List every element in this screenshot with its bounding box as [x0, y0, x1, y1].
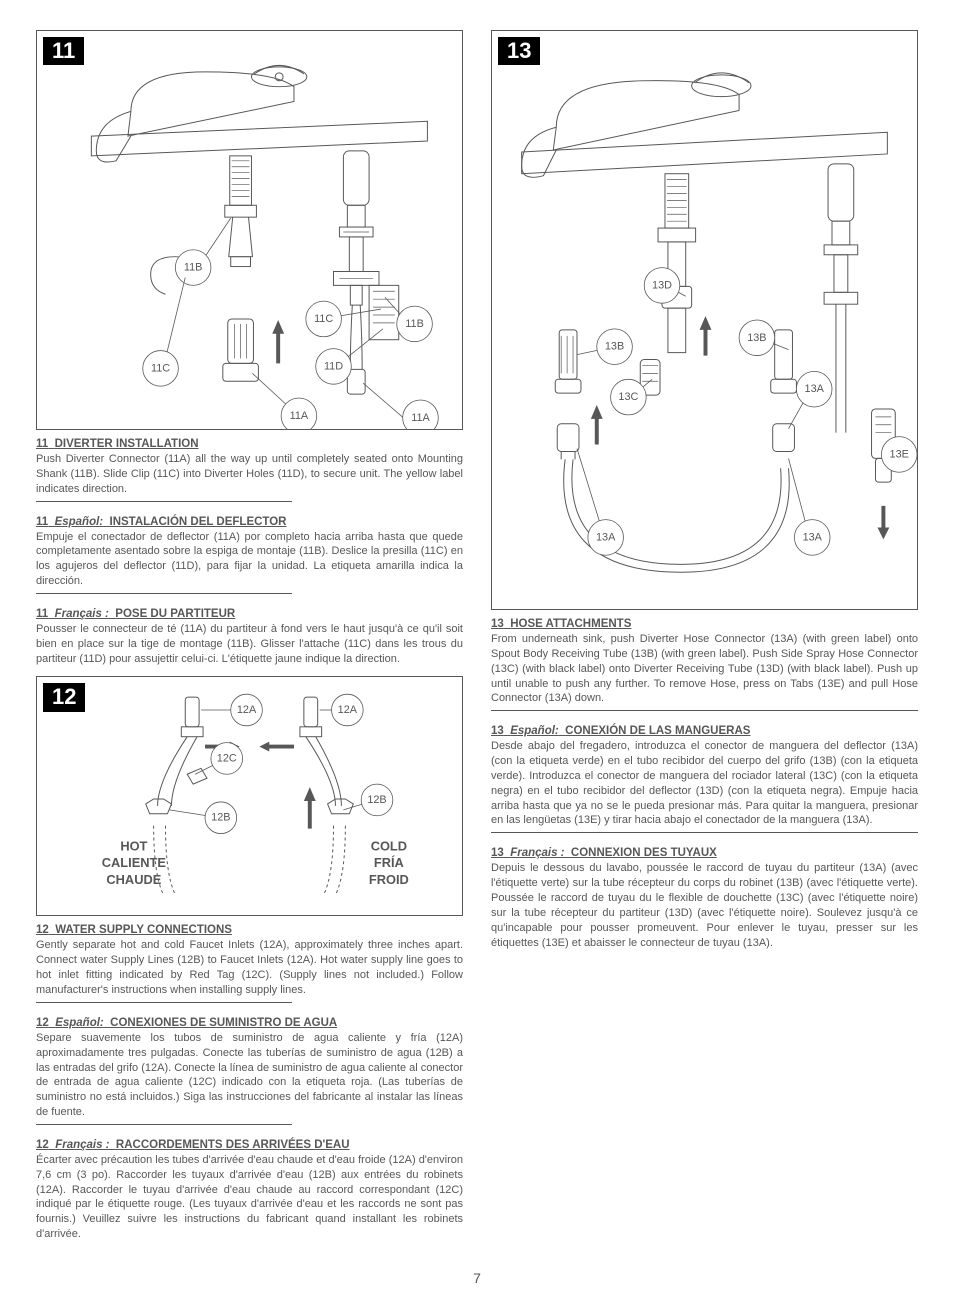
svg-text:13B: 13B — [605, 341, 624, 353]
rule — [36, 1002, 292, 1003]
step-badge-13: 13 — [498, 37, 540, 65]
figure-13-svg: 13D 13B 13B 13C 13A 13A 13A 13E — [492, 31, 917, 609]
svg-text:11A: 11A — [290, 410, 309, 422]
svg-text:11C: 11C — [151, 362, 170, 374]
step12-fr-body: Écarter avec précaution les tubes d'arri… — [36, 1153, 463, 1242]
step13-es-heading: 13 Español: CONEXIÓN DE LAS MANGUERAS — [491, 725, 918, 737]
heading-lang: Français : — [510, 847, 564, 859]
step11-es-heading: 11 Español: INSTALACIÓN DEL DEFLECTOR — [36, 516, 463, 528]
heading-num: 13 — [491, 618, 504, 630]
step13-es-body: Desde abajo del fregadero, introduzca el… — [491, 739, 918, 828]
svg-text:FROID: FROID — [369, 872, 409, 887]
heading-num: 13 — [491, 847, 504, 859]
step11-fr: 11 Français : POSE DU PARTITEUR Pousser … — [36, 608, 463, 667]
step11-fr-heading: 11 Français : POSE DU PARTITEUR — [36, 608, 463, 620]
step11-en-body: Push Diverter Connector (11A) all the wa… — [36, 452, 463, 497]
heading-num: 12 — [36, 1017, 49, 1029]
heading-title: INSTALACIÓN DEL DEFLECTOR — [110, 516, 287, 528]
rule — [36, 1124, 292, 1125]
svg-text:11B: 11B — [405, 318, 424, 330]
heading-title: CONEXIÓN DE LAS MANGUERAS — [565, 725, 750, 737]
page: 11 — [36, 30, 918, 1252]
step-badge-11: 11 — [43, 37, 84, 65]
step11-en: 11 DIVERTER INSTALLATION Push Diverter C… — [36, 438, 463, 502]
step11-es-body: Empuje el conectador de deflector (11A) … — [36, 530, 463, 589]
step12-es: 12 Español: CONEXIONES DE SUMINISTRO DE … — [36, 1017, 463, 1125]
step13-en-heading: 13 HOSE ATTACHMENTS — [491, 618, 918, 630]
heading-num: 11 — [36, 438, 48, 450]
step11-es: 11 Español: INSTALACIÓN DEL DEFLECTOR Em… — [36, 516, 463, 594]
heading-title: WATER SUPPLY CONNECTIONS — [55, 924, 232, 936]
figure-11: 11 — [36, 30, 463, 430]
step13-es: 13 Español: CONEXIÓN DE LAS MANGUERAS De… — [491, 725, 918, 833]
heading-title: CONNEXION DES TUYAUX — [571, 847, 717, 859]
rule — [36, 593, 292, 594]
heading-title: DIVERTER INSTALLATION — [55, 438, 199, 450]
step11-en-heading: 11 DIVERTER INSTALLATION — [36, 438, 463, 450]
heading-num: 11 — [36, 516, 48, 528]
heading-lang: Français : — [55, 608, 109, 620]
heading-num: 13 — [491, 725, 504, 737]
step12-en-body: Gently separate hot and cold Faucet Inle… — [36, 938, 463, 997]
heading-lang: Français : — [55, 1139, 109, 1151]
svg-text:CHAUDE: CHAUDE — [106, 872, 161, 887]
figure-13: 13 — [491, 30, 918, 610]
step13-fr-body: Depuis le dessous du lavabo, poussée le … — [491, 861, 918, 950]
step13-en-body: From underneath sink, push Diverter Hose… — [491, 632, 918, 706]
svg-text:COLD: COLD — [371, 839, 407, 854]
step12-es-body: Separe suavemente los tubos de suministr… — [36, 1031, 463, 1120]
heading-title: RACCORDEMENTS DES ARRIVÉES D'EAU — [116, 1139, 350, 1151]
svg-text:13B: 13B — [747, 332, 766, 344]
right-column: 13 — [491, 30, 918, 1252]
rule — [491, 832, 918, 833]
figure-12: 12 — [36, 676, 463, 916]
svg-text:CALIENTE: CALIENTE — [102, 856, 167, 871]
step12-en-heading: 12 WATER SUPPLY CONNECTIONS — [36, 924, 463, 936]
svg-text:11A: 11A — [411, 412, 430, 424]
heading-num: 12 — [36, 924, 49, 936]
svg-text:13C: 13C — [618, 391, 638, 403]
rule — [36, 501, 292, 502]
heading-title: POSE DU PARTITEUR — [115, 608, 235, 620]
heading-title: CONEXIONES DE SUMINISTRO DE AGUA — [110, 1017, 337, 1029]
step13-fr-heading: 13 Français : CONNEXION DES TUYAUX — [491, 847, 918, 859]
svg-text:12B: 12B — [367, 794, 386, 806]
heading-lang: Español: — [55, 1017, 104, 1029]
heading-num: 12 — [36, 1139, 49, 1151]
step12-fr: 12 Français : RACCORDEMENTS DES ARRIVÉES… — [36, 1139, 463, 1242]
figure-11-svg: 11B 11C 11A 11C — [37, 31, 462, 429]
heading-num: 11 — [36, 608, 48, 620]
step13-fr: 13 Français : CONNEXION DES TUYAUX Depui… — [491, 847, 918, 950]
svg-text:12B: 12B — [211, 812, 230, 824]
heading-lang: Español: — [510, 725, 559, 737]
step12-en: 12 WATER SUPPLY CONNECTIONS Gently separ… — [36, 924, 463, 1002]
rule — [491, 710, 918, 711]
page-number: 7 — [36, 1270, 918, 1286]
svg-text:11B: 11B — [184, 262, 203, 274]
svg-text:13D: 13D — [652, 279, 672, 291]
svg-text:12A: 12A — [338, 704, 358, 716]
step11-fr-body: Pousser le connecteur de té (11A) du par… — [36, 622, 463, 667]
svg-text:11D: 11D — [324, 360, 343, 372]
svg-text:11C: 11C — [314, 313, 333, 325]
svg-text:12A: 12A — [237, 704, 257, 716]
left-column: 11 — [36, 30, 463, 1252]
heading-title: HOSE ATTACHMENTS — [510, 618, 631, 630]
svg-text:13A: 13A — [805, 383, 825, 395]
heading-lang: Español: — [55, 516, 104, 528]
svg-text:13A: 13A — [803, 531, 823, 543]
step12-fr-heading: 12 Français : RACCORDEMENTS DES ARRIVÉES… — [36, 1139, 463, 1151]
step12-es-heading: 12 Español: CONEXIONES DE SUMINISTRO DE … — [36, 1017, 463, 1029]
svg-text:12C: 12C — [217, 753, 237, 765]
figure-12-svg: 12A 12A 12C 12B 12B HOT CALIENTE CHAUDE … — [37, 677, 462, 915]
svg-text:13E: 13E — [890, 448, 909, 460]
svg-text:13A: 13A — [596, 531, 616, 543]
step13-en: 13 HOSE ATTACHMENTS From underneath sink… — [491, 618, 918, 711]
svg-text:FRÍA: FRÍA — [374, 856, 404, 871]
step-badge-12: 12 — [43, 683, 85, 711]
label-hot: HOT — [120, 839, 147, 854]
